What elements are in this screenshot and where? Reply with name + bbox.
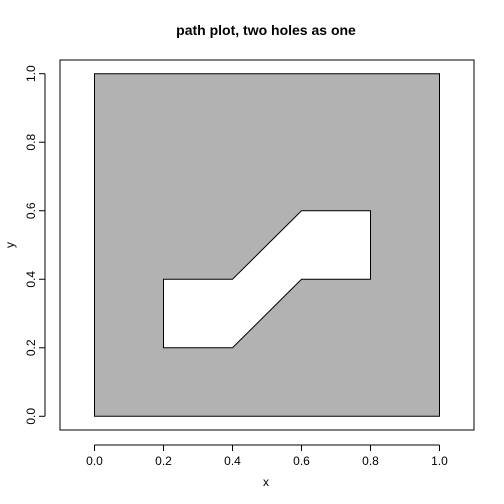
x-axis-label: x	[263, 475, 269, 489]
plot-frame	[59, 59, 475, 431]
y-tick-label: 0.0	[24, 408, 38, 425]
filled-path-area	[94, 73, 440, 417]
x-tick-label: 0.8	[362, 454, 379, 468]
x-tick-label: 0.0	[86, 454, 103, 468]
y-tick-label: 0.4	[24, 271, 38, 288]
x-tick-label: 1.0	[431, 454, 448, 468]
chart-title: path plot, two holes as one	[176, 22, 356, 38]
y-axis-label: y	[3, 242, 17, 248]
x-axis: 0.0 0.2 0.4 0.6 0.8 1.0	[86, 444, 448, 468]
y-tick-label: 1.0	[24, 65, 38, 82]
x-tick-label: 0.4	[224, 454, 241, 468]
y-axis: 0.0 0.2 0.4 0.6 0.8 1.0	[24, 65, 46, 425]
y-tick-label: 0.8	[24, 134, 38, 151]
y-tick-label: 0.6	[24, 202, 38, 219]
y-tick-label: 0.2	[24, 339, 38, 356]
x-tick-label: 0.2	[155, 454, 172, 468]
x-tick-label: 0.6	[293, 454, 310, 468]
